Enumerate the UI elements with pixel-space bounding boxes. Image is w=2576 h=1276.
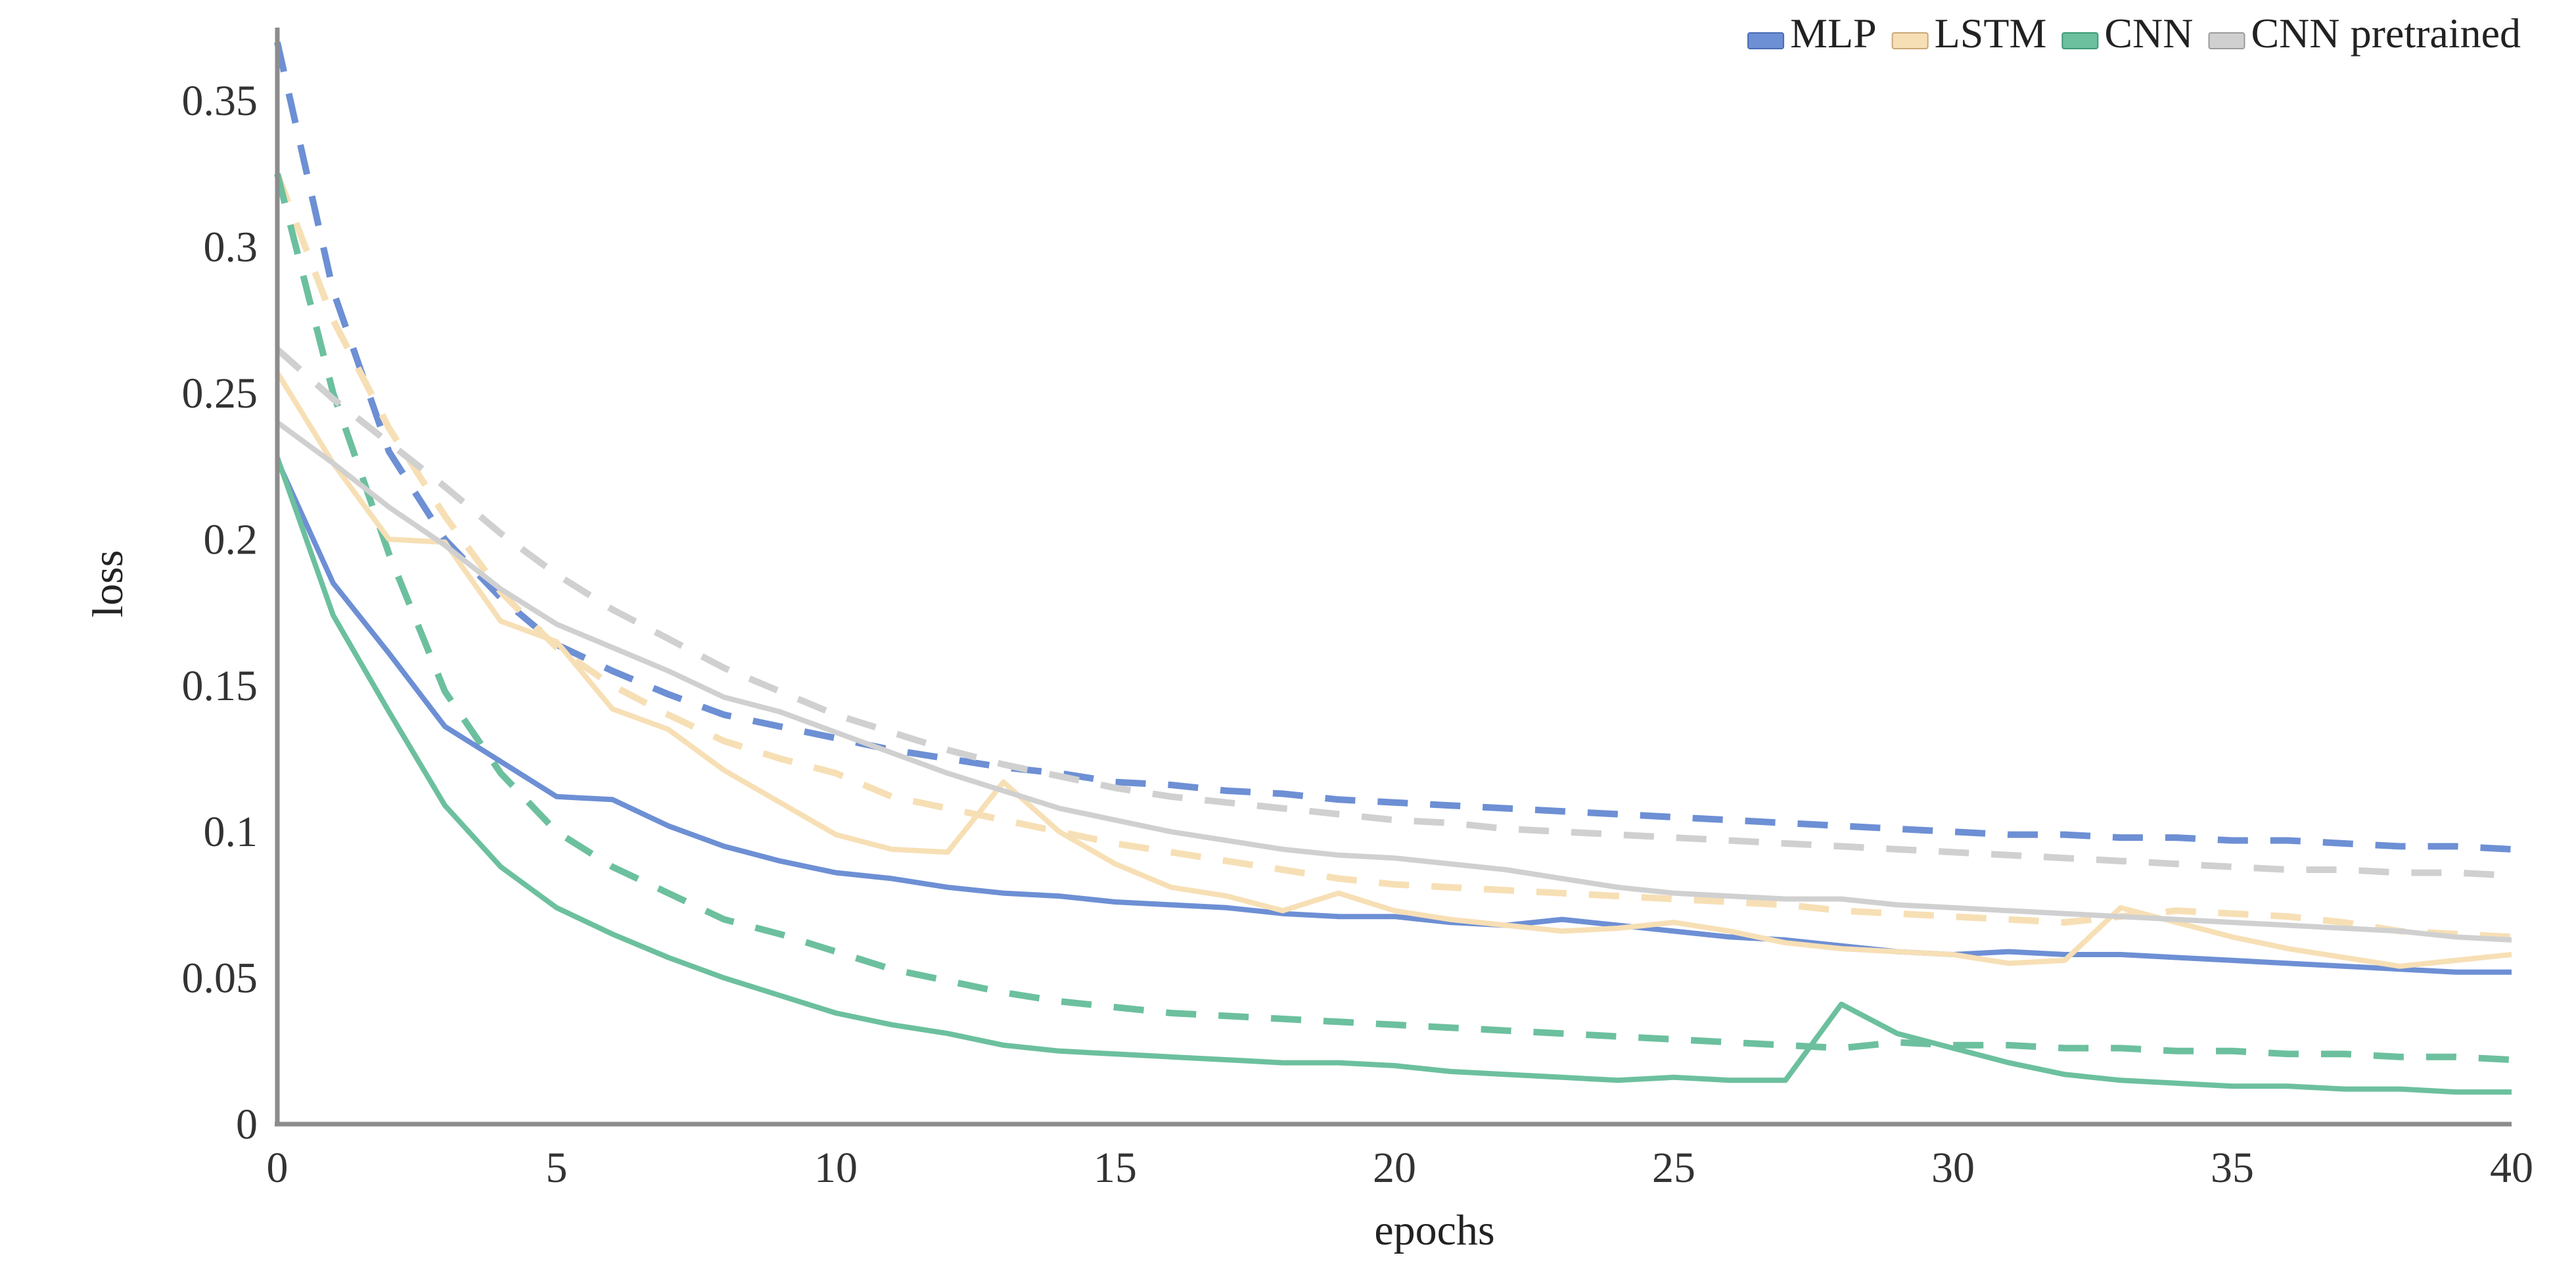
x-tick-label: 30 [1931, 1144, 1975, 1192]
legend-item: CNN pretrained [2208, 10, 2521, 57]
legend-label: LSTM [1935, 10, 2047, 57]
y-tick-label: 0.15 [182, 662, 258, 710]
y-axis-title: loss [84, 550, 132, 618]
legend-label: CNN [2104, 10, 2193, 57]
y-tick-label: 0.05 [182, 955, 258, 1003]
series-line-cnn-pretrained-dashed [275, 346, 2512, 879]
legend-label: CNN pretrained [2251, 10, 2521, 57]
x-tick-label: 40 [2490, 1144, 2533, 1192]
y-tick-labels: 0 0.05 0.1 0.15 0.2 0.25 0.3 0.35 [182, 77, 258, 1148]
x-tick-label: 35 [2211, 1144, 2254, 1192]
x-tick-label: 10 [814, 1144, 858, 1192]
x-axis-title: epochs [1374, 1206, 1494, 1254]
axes-layer [275, 28, 2512, 1127]
legend: MLP LSTM CNN CNN pretrained [1747, 10, 2521, 57]
x-tick-labels: 0 5 10 15 20 25 30 35 40 [267, 1144, 2534, 1192]
series-line-lstm-dashed [274, 172, 2512, 941]
legend-item: MLP [1747, 10, 1877, 57]
legend-item: LSTM [1891, 10, 2047, 57]
y-tick-label: 0.2 [204, 515, 258, 563]
series-layer [274, 41, 2512, 1095]
series-line-cnn-pretrained-solid [275, 420, 2512, 943]
legend-swatch [2208, 32, 2245, 49]
x-tick-label: 5 [546, 1144, 568, 1192]
series-line-cnn-dashed [274, 173, 2512, 1064]
y-tick-label: 0 [236, 1100, 258, 1148]
legend-label: MLP [1790, 10, 1877, 57]
y-tick-label: 0.3 [204, 224, 258, 272]
x-tick-label: 0 [267, 1144, 288, 1192]
y-tick-label: 0.25 [182, 369, 258, 417]
legend-swatch [1891, 32, 1929, 49]
legend-swatch [1747, 32, 1785, 49]
legend-swatch [2061, 32, 2099, 49]
series-line-mlp-dashed [274, 41, 2512, 853]
series-line-mlp-solid [275, 459, 2512, 975]
legend-item: CNN [2061, 10, 2193, 57]
x-tick-label: 15 [1093, 1144, 1137, 1192]
series-line-cnn-solid [275, 456, 2512, 1095]
x-tick-label: 20 [1373, 1144, 1416, 1192]
y-tick-label: 0.35 [182, 77, 258, 125]
series-line-lstm-solid [275, 371, 2512, 969]
x-tick-label: 25 [1652, 1144, 1695, 1192]
y-tick-label: 0.1 [204, 808, 258, 856]
